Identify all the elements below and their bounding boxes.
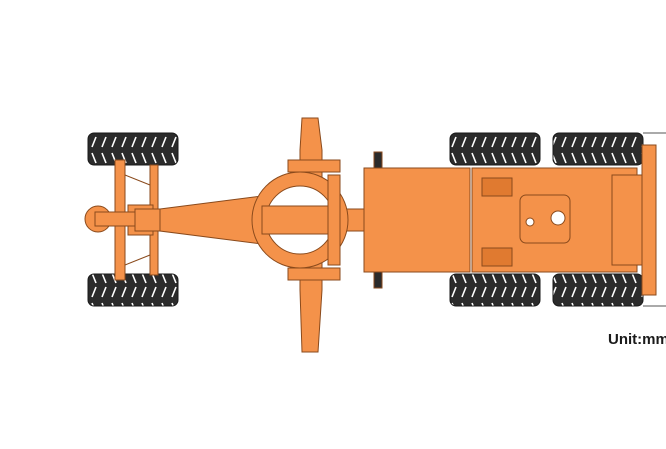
rear-right-front-tire: [449, 273, 541, 307]
rear-right-rear-tire: [552, 273, 644, 307]
circle-turntable: [251, 171, 349, 269]
unit-label: Unit:mm: [608, 331, 666, 348]
engine-housing: [471, 144, 657, 296]
rear-left-rear-tire: [552, 132, 644, 166]
rear-left-front-tire: [449, 132, 541, 166]
front-left-tire: [87, 132, 179, 166]
cab: [363, 151, 471, 289]
width-dimension-line: [643, 132, 666, 307]
front-right-tire: [87, 273, 179, 307]
